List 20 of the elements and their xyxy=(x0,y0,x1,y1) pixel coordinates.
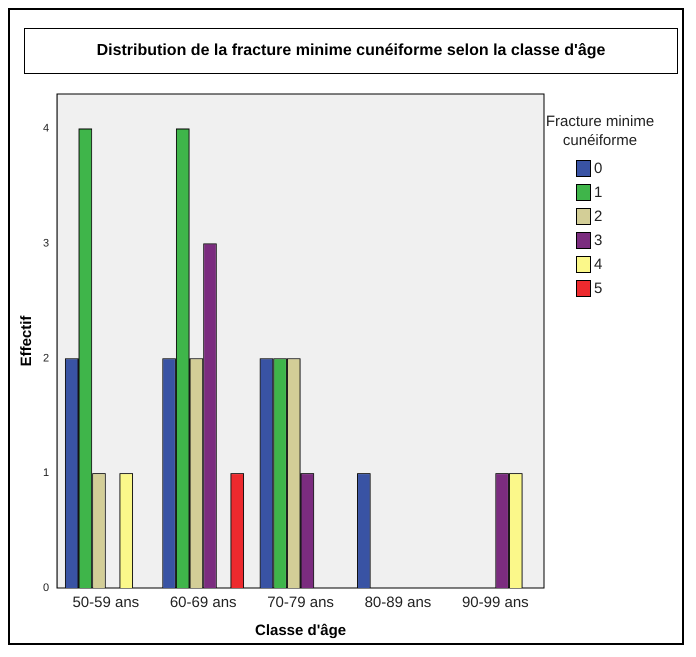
x-tick-label: 80-89 ans xyxy=(364,594,432,612)
legend-label: 3 xyxy=(594,232,602,248)
legend-label: 0 xyxy=(594,160,602,176)
legend-label: 2 xyxy=(594,208,602,224)
legend-label: 4 xyxy=(594,256,602,272)
chart-title: Distribution de la fracture minime cunéiforme selon la classe d'âge xyxy=(24,28,678,74)
x-tick-label: 60-69 ans xyxy=(170,594,237,612)
y-tick-label: 4 xyxy=(42,122,50,134)
x-tick-label: 90-99 ans xyxy=(462,594,529,612)
legend-label: 1 xyxy=(594,184,602,200)
x-tick-label: 50-59 ans xyxy=(72,594,140,612)
x-tick-label: 70-79 ans xyxy=(267,594,334,612)
y-tick-label: 2 xyxy=(42,352,50,364)
legend-title: Fracture minime cunéiforme xyxy=(544,112,656,150)
y-axis-title: Effectif xyxy=(18,314,36,366)
y-tick-label: 3 xyxy=(42,237,50,250)
legend-label: 5 xyxy=(594,280,602,296)
y-tick-label: 1 xyxy=(42,467,50,480)
y-tick-label: 0 xyxy=(42,582,50,594)
x-axis-title: Classe d'âge xyxy=(254,622,346,640)
